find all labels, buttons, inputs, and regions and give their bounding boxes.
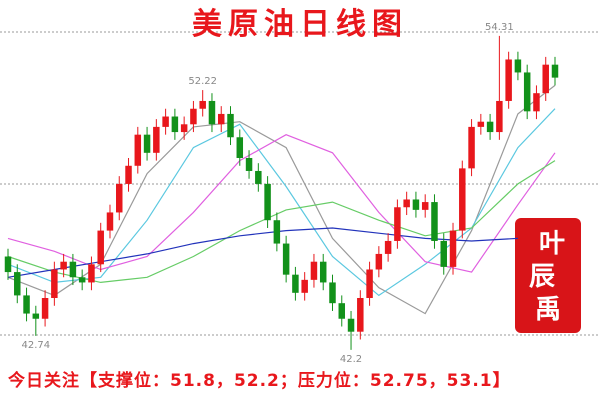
candle-body [542,64,549,94]
candle-body [227,113,234,138]
candle-body [486,121,494,133]
candle-body [245,158,253,171]
focus-note: 今日关注【支撑位：51.8，52.2；压力位：52.75，53.1】 [8,370,511,391]
candle-body [449,230,457,267]
candle-body [97,230,104,265]
candle-body [14,272,21,296]
moving-average-line [7,160,556,284]
candle-body [459,168,466,231]
candle-body [421,202,429,210]
logo-char: 禹 [535,295,561,325]
candle-body [431,202,438,241]
candle-body [329,282,336,304]
candle-body [255,170,262,184]
candle-body [41,298,49,319]
candle-body [78,277,86,283]
candle-body [477,121,485,127]
candle-body [292,274,299,293]
candle-body [171,116,179,133]
candle-body [319,261,327,283]
candle-body [403,199,410,208]
candle-body [69,261,77,278]
logo-char: 叶 [539,229,565,259]
candle-body [496,100,503,133]
candle-body [143,134,151,153]
candle-body [468,126,475,169]
candle-body [51,269,58,298]
candle-body [23,295,30,314]
candle-body [106,212,114,231]
candle-body [264,183,271,221]
candle-body [4,256,12,273]
candle-body [153,126,160,153]
candle-body [375,253,383,270]
candle-body [125,165,132,184]
candle-body [199,100,206,109]
candle-body [394,207,401,241]
candle-body [236,137,244,158]
candle-body [384,240,392,254]
candle-body [523,72,531,112]
candle-body [88,264,95,283]
candle-body [273,220,281,244]
price-annotation: 42.74 [21,340,50,351]
candle-body [412,199,420,210]
candle-body [60,261,67,270]
price-annotation: 54.31 [485,22,514,33]
candle-body [551,64,559,78]
logo-char: 辰 [529,262,555,292]
candle-body [514,59,522,73]
candle-body [310,261,318,280]
price-annotation: 42.2 [340,354,362,365]
chart-title: 美原油日线图 [192,7,408,42]
candle-body [190,108,197,125]
candle-body [32,313,40,319]
candle-body [162,116,169,127]
candle-body [347,318,355,332]
logo-stamp [515,218,581,333]
candle-body [505,59,512,101]
candle-body [282,243,290,275]
candle-body [533,93,540,112]
candle-body [366,269,373,298]
price-annotation: 52.22 [188,76,217,87]
candle-body [357,298,364,332]
candle-body [180,124,188,133]
candle-body [208,100,216,125]
candle-body [116,183,123,213]
candle-body [217,113,225,125]
candle-body [338,303,346,319]
candle-body [440,240,447,267]
candle-body [301,279,308,293]
candle-body [134,134,142,166]
